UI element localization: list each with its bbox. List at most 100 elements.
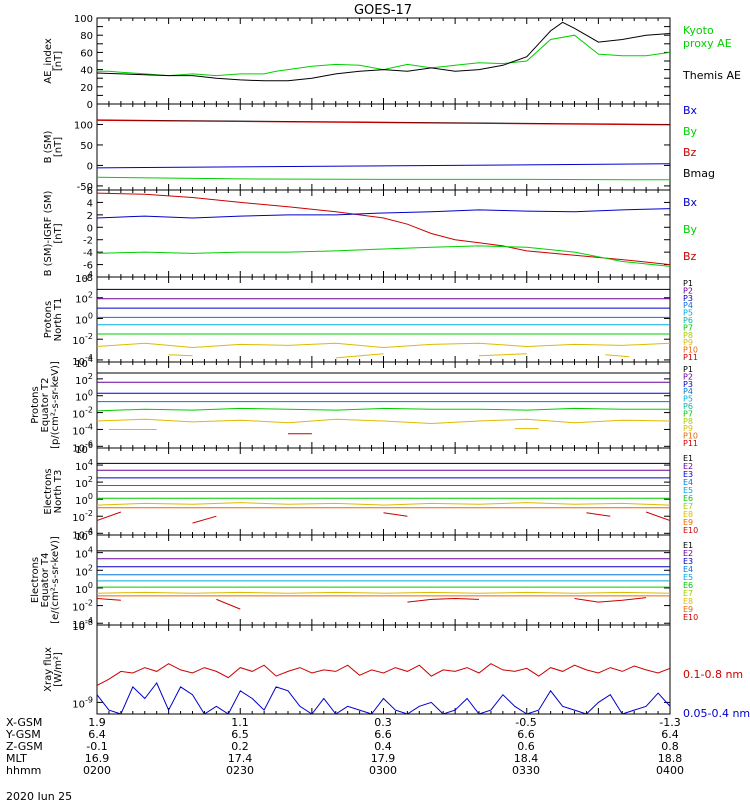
orbit-row-label: MLT [6, 752, 27, 765]
y-tick-label: -4 [83, 248, 93, 259]
series-line-pn-8 [335, 353, 384, 359]
panel-xray: 10-9 10-8 Xray flux [W/m²] 0.1-0.8 nm 0.05-0.… [43, 618, 750, 720]
orbit-value: 0400 [656, 764, 684, 777]
y-axis-label: Xray flux [43, 647, 54, 692]
orbit-value: 0330 [512, 764, 540, 777]
y-axis-label: Equator T2 [40, 378, 51, 433]
legend-entry: E2 [683, 462, 693, 471]
panel-frame [96, 103, 671, 191]
y-tick-label: 10-2 [72, 332, 93, 347]
y-axis-label: [p/(cm²-s-sr-keV)] [50, 361, 61, 449]
orbit-value: 6.6 [517, 728, 535, 741]
y-tick-label: 10-6 [72, 439, 93, 454]
series-line-pn-6 [97, 342, 670, 349]
y-tick-label: 100 [74, 120, 93, 131]
y-tick-label: 102 [75, 372, 93, 387]
legend-entry: E5 [683, 486, 693, 495]
y-axis-label: Protons [43, 301, 54, 338]
legend-entry: 0.1-0.8 nm [683, 668, 743, 681]
orbit-value: 6.4 [661, 728, 679, 741]
series-line-ae-1 [97, 21, 670, 82]
series-line-xray-0 [97, 663, 670, 686]
series-line-ae-0 [97, 34, 670, 77]
series-line-pn-9 [478, 353, 527, 357]
orbit-value: 18.8 [658, 752, 683, 765]
orbit-value: 0.4 [374, 740, 392, 753]
legend-entry: Bmag [683, 167, 715, 180]
legend-entry: By [683, 223, 698, 236]
y-tick-label: 10-4 [72, 353, 93, 368]
orbit-value: -0.5 [515, 716, 536, 729]
legend-entry: 0.05-0.4 nm [683, 707, 750, 720]
y-tick-label: 104 [75, 270, 93, 285]
panel-frame [96, 534, 671, 626]
y-tick-label: 104 [75, 355, 93, 370]
legend-entry: E7 [683, 589, 693, 598]
series-line-en-10 [383, 512, 408, 517]
legend-entry: P3 [683, 380, 693, 389]
orbit-value: 18.4 [514, 752, 539, 765]
orbit-value: 0.3 [374, 716, 392, 729]
legend-entry: E9 [683, 605, 693, 614]
y-axis-label: Protons [30, 386, 41, 423]
legend-entry: E2 [683, 549, 693, 558]
y-tick-label: 10-2 [72, 509, 93, 524]
orbit-value: 17.4 [228, 752, 253, 765]
orbit-value: 0230 [226, 764, 254, 777]
series-line-en-8 [97, 511, 122, 521]
y-tick-label: -2 [83, 236, 93, 247]
y-tick-label: 40 [80, 66, 93, 77]
legend-entry: P11 [683, 353, 698, 362]
y-axis-label: B (SM)-IGRF (SM) [43, 191, 54, 277]
legend-entry: P8 [683, 417, 693, 426]
legend-entry: P1 [683, 279, 693, 288]
panel-frame [96, 17, 671, 105]
y-tick-label: 104 [75, 458, 93, 473]
y-tick-label: 10-9 [72, 695, 93, 710]
series-line-pn-7 [168, 354, 193, 357]
orbit-value: 6.6 [374, 728, 392, 741]
orbit-value: -0.1 [86, 740, 107, 753]
y-tick-label: -6 [83, 261, 93, 272]
y-tick-label: 50 [80, 141, 93, 152]
y-tick-label: 100 [75, 311, 93, 326]
series-line-ee-10 [407, 597, 480, 603]
y-tick-label: 4 [87, 198, 93, 209]
y-tick-label: 60 [80, 48, 93, 59]
legend-entry: E8 [683, 510, 693, 519]
y-tick-label: 80 [80, 31, 93, 42]
y-tick-label: -8 [83, 273, 93, 284]
y-tick-label: 100 [75, 492, 93, 507]
legend-entry: E1 [683, 541, 693, 550]
y-axis-label: B (SM) [43, 130, 54, 163]
legend-entry: E4 [683, 478, 693, 487]
y-axis-label: [nT] [53, 223, 64, 243]
legend-entry: E9 [683, 518, 693, 527]
legend-entry: P4 [683, 387, 693, 396]
orbit-row-label: Y-GSM [5, 728, 41, 741]
panel-bsm: -50 0 50 100 B (SM) [nT] Bx By Bz Bmag [43, 103, 715, 193]
y-axis-label: AE_index [43, 38, 54, 84]
orbit-value: 0200 [83, 764, 111, 777]
legend-entry: P10 [683, 346, 698, 355]
y-axis-label: [e/(cm²-s-sr-keV)] [50, 536, 61, 624]
legend-entry: Bz [683, 250, 697, 263]
series-line-xray-1 [97, 682, 670, 714]
series-line-ee-8 [97, 598, 121, 601]
orbit-row-label: hhmm [6, 764, 41, 777]
panel-frame [96, 361, 671, 449]
legend-entry: P2 [683, 372, 693, 381]
y-tick-label: 100 [74, 14, 93, 25]
series-line-en-6 [97, 502, 670, 506]
legend-entry: E5 [683, 573, 693, 582]
panel-ee: 10-4 10-2 100 102 104 106 Electrons Equator T4[… [30, 528, 698, 631]
orbit-value: 16.9 [85, 752, 110, 765]
y-axis-label: Electrons [43, 468, 54, 514]
date-label: 2020 Jun 25 [6, 790, 72, 800]
y-tick-label: 10-2 [72, 599, 93, 614]
legend-entry: By [683, 125, 698, 138]
legend-entry: E6 [683, 494, 693, 503]
